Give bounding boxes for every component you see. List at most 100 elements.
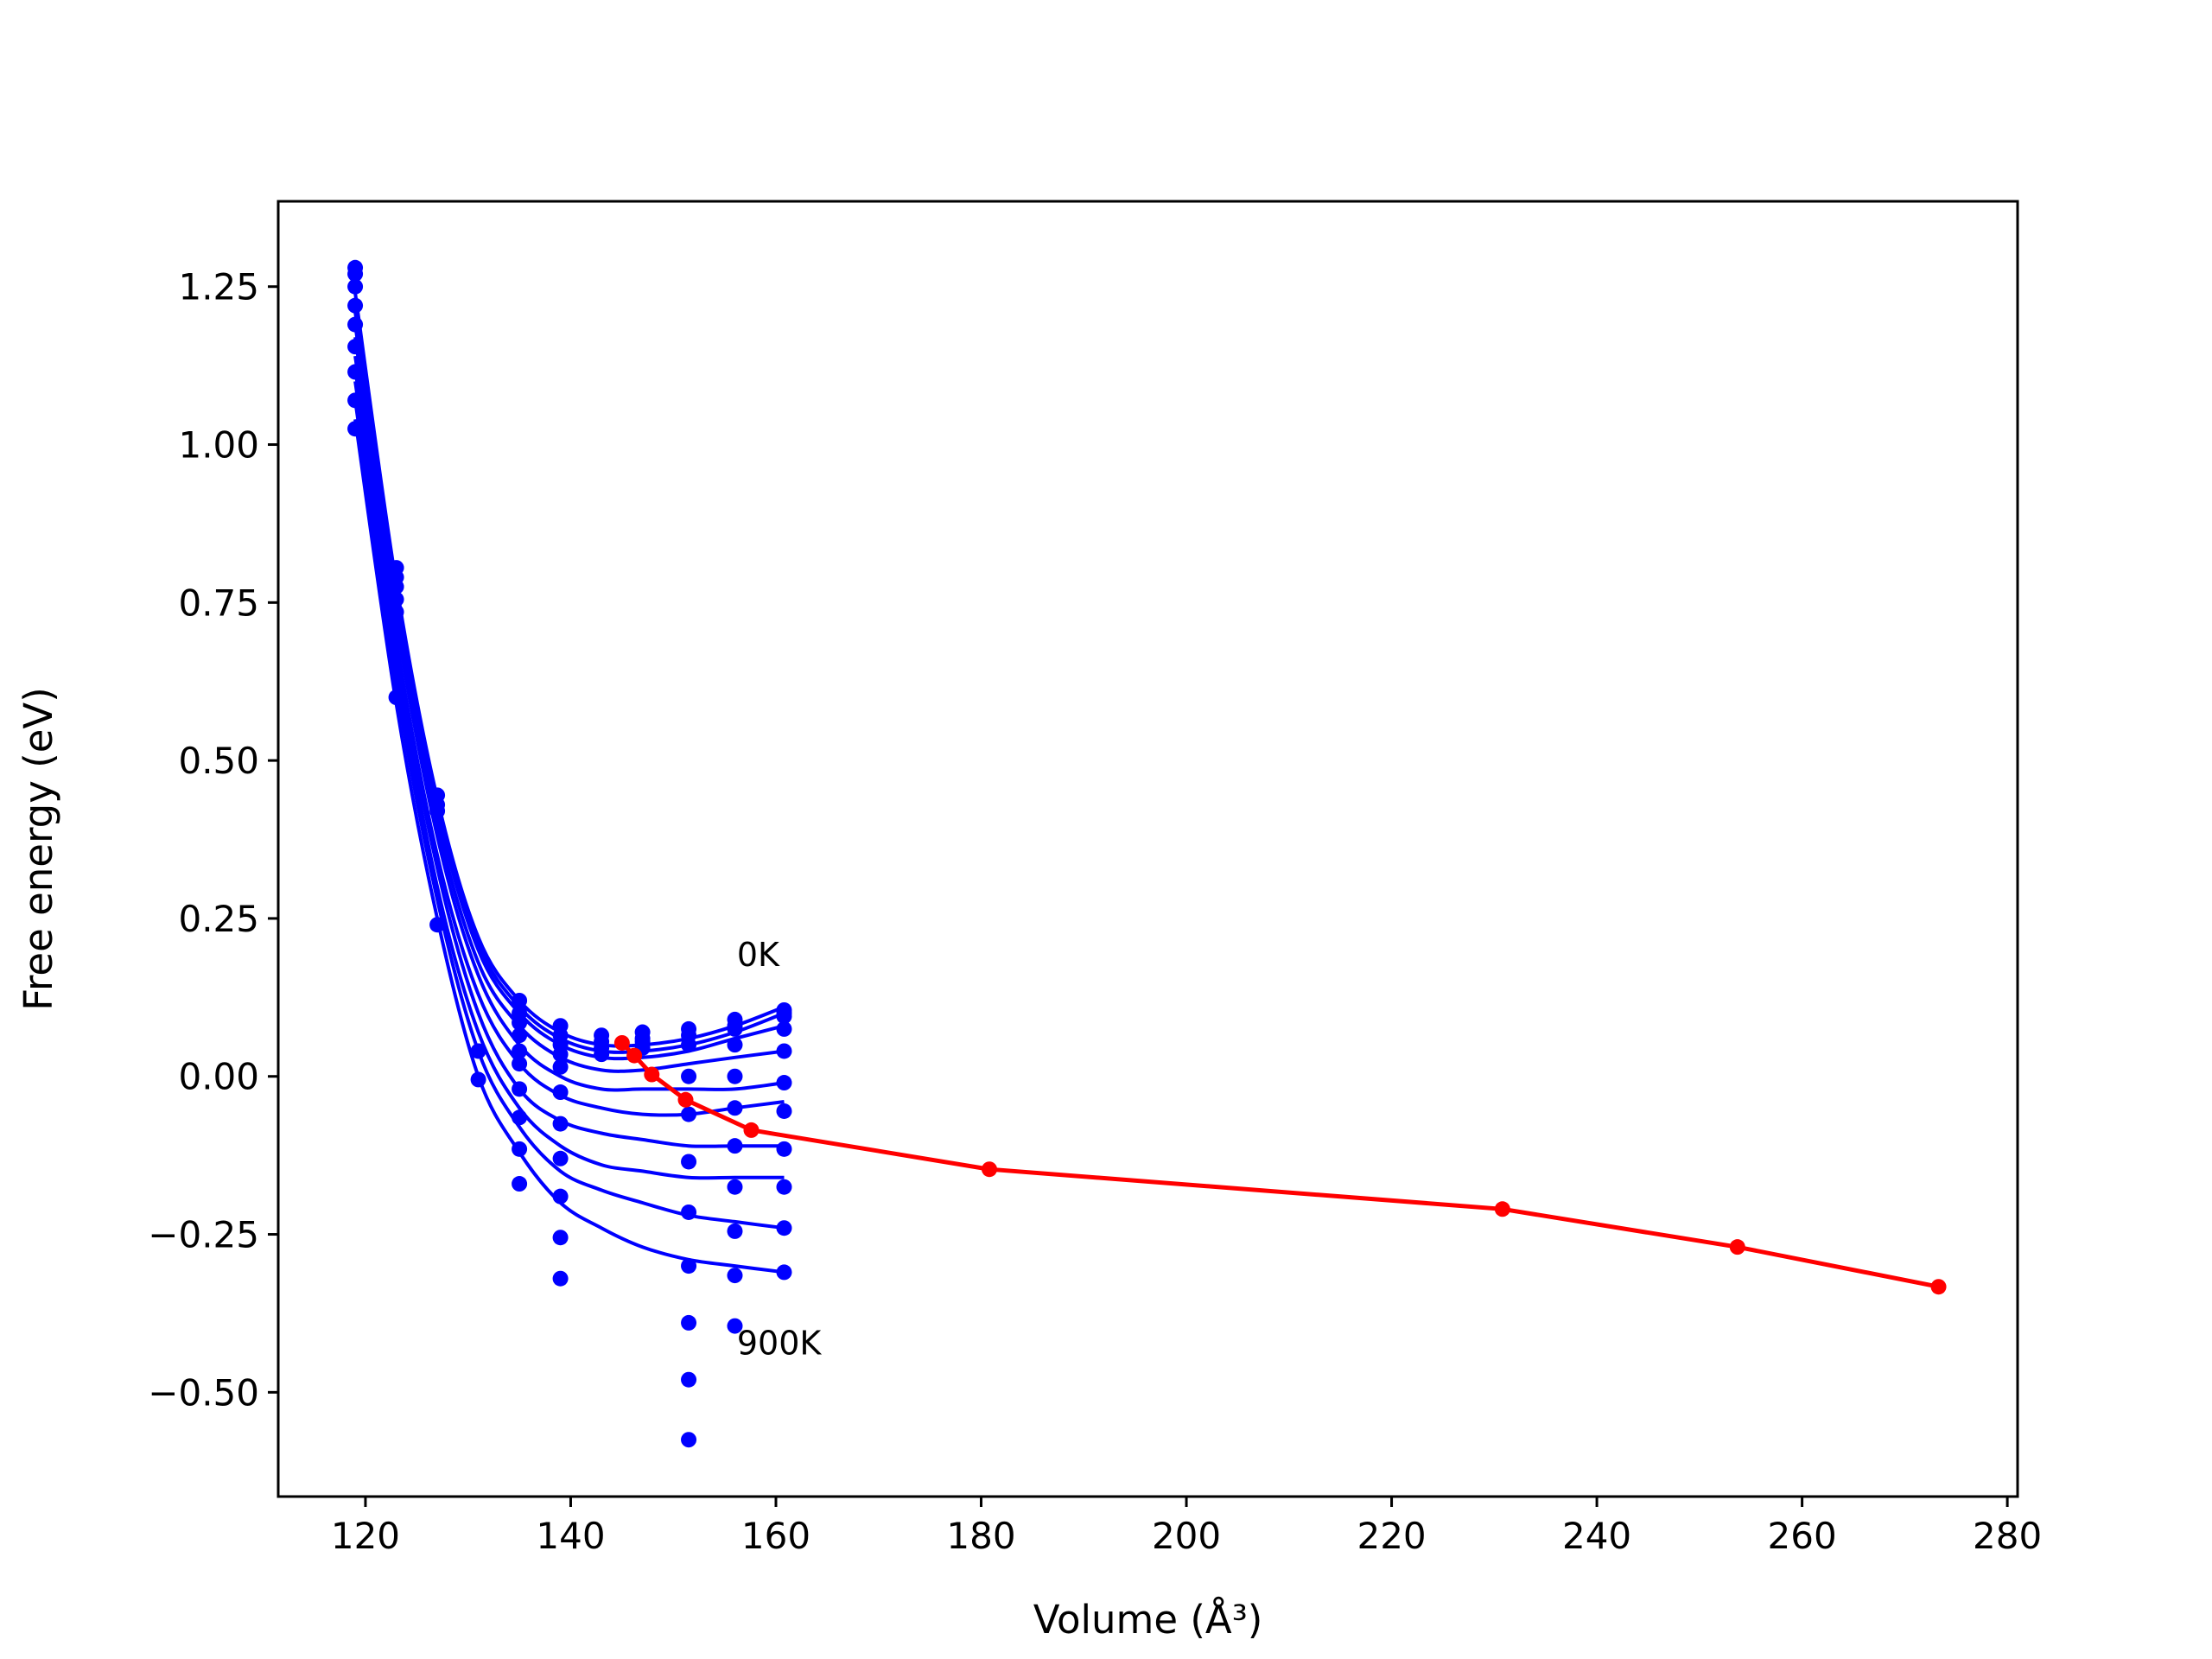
x-tick-label-120: 120 [331, 1515, 400, 1557]
data-point-2-2 [429, 803, 446, 819]
data-point-8-2 [681, 1037, 697, 1053]
data-point-10-2 [776, 1008, 792, 1025]
y-tick-label-5: 0.00 [178, 1056, 259, 1098]
data-point-0-6 [347, 364, 364, 380]
x-tick-label-260: 260 [1768, 1515, 1837, 1557]
y-tick-label-6: −0.25 [148, 1214, 259, 1256]
data-point-9-2 [727, 1020, 743, 1037]
data-point-0-8 [347, 421, 364, 437]
data-point-9-7 [727, 1179, 743, 1195]
x-tick-label-180: 180 [946, 1515, 1015, 1557]
data-point-10-6 [776, 1103, 792, 1119]
data-point-0-2 [347, 278, 364, 295]
path-point-2 [644, 1066, 660, 1083]
data-point-10-10 [776, 1264, 792, 1281]
data-point-0-1 [347, 266, 364, 283]
data-point-3-1 [470, 1071, 486, 1088]
path-point-7 [1729, 1239, 1745, 1255]
data-point-8-10 [681, 1432, 697, 1448]
y-tick-label-4: 0.25 [178, 898, 259, 940]
path-point-4 [743, 1122, 760, 1138]
data-point-0-5 [347, 339, 364, 355]
path-point-8 [1930, 1279, 1947, 1295]
data-point-10-4 [776, 1043, 792, 1059]
data-point-4-6 [512, 1081, 528, 1097]
data-point-6-3 [594, 1046, 610, 1063]
data-point-10-5 [776, 1075, 792, 1091]
data-point-5-10 [552, 1270, 569, 1287]
data-point-10-9 [776, 1220, 792, 1236]
data-point-9-5 [727, 1100, 743, 1116]
data-point-5-3 [552, 1046, 569, 1063]
data-point-5-8 [552, 1188, 569, 1205]
fit-curve-800K [353, 400, 785, 1230]
data-point-10-7 [776, 1141, 792, 1157]
data-point-1-2 [388, 579, 404, 595]
x-tick-label-200: 200 [1152, 1515, 1221, 1557]
path-point-6 [1494, 1201, 1510, 1217]
axes-frame [276, 200, 2019, 1498]
data-point-4-2 [512, 1014, 528, 1031]
data-point-4-9 [512, 1176, 528, 1192]
fit-curve-400K [353, 336, 785, 1092]
data-point-8-4 [681, 1106, 697, 1122]
data-point-8-5 [681, 1154, 697, 1170]
data-point-5-6 [552, 1116, 569, 1132]
y-tick-label-1: 1.00 [178, 424, 259, 467]
fit-curve-600K [353, 368, 785, 1148]
path-point-5 [982, 1161, 998, 1178]
data-point-0-3 [347, 297, 364, 314]
fit-curve-700K [353, 381, 785, 1180]
y-tick-label-3: 0.50 [178, 740, 259, 782]
data-point-1-3 [388, 591, 404, 607]
x-tick-label-220: 220 [1357, 1515, 1426, 1557]
y-axis: 1.25 1.00 0.75 0.50 0.25 0.00 −0.25 −0.50 [148, 266, 278, 1414]
path-point-1 [626, 1047, 643, 1064]
data-point-4-8 [512, 1141, 528, 1157]
data-point-5-4 [552, 1058, 569, 1075]
y-axis-label: Free energy (eV) [16, 687, 61, 1010]
data-point-9-6 [727, 1138, 743, 1154]
x-tick-label-240: 240 [1562, 1515, 1631, 1557]
data-point-10-8 [776, 1179, 792, 1195]
path-point-3 [677, 1091, 694, 1108]
data-point-8-6 [681, 1204, 697, 1220]
x-tick-label-280: 280 [1973, 1515, 2042, 1557]
x-axis: 120 140 160 180 200 220 240 260 280 [331, 1497, 2042, 1557]
plot-area [347, 259, 1947, 1448]
x-tick-label-140: 140 [536, 1515, 605, 1557]
data-point-5-7 [552, 1150, 569, 1166]
fit-curve-0K [353, 292, 785, 1048]
x-tick-label-160: 160 [741, 1515, 810, 1557]
y-tick-label-7: −0.50 [148, 1371, 259, 1414]
data-point-1-4 [388, 604, 404, 620]
data-point-9-9 [727, 1268, 743, 1284]
fit-curve-900K [353, 419, 785, 1274]
data-point-4-5 [512, 1056, 528, 1072]
data-point-0-7 [347, 392, 364, 409]
data-point-10-3 [776, 1020, 792, 1037]
data-point-8-8 [681, 1314, 697, 1331]
data-point-9-3 [727, 1037, 743, 1053]
y-tick-label-0: 1.25 [178, 266, 259, 308]
fit-curve-100K [353, 299, 785, 1054]
y-tick-label-2: 0.75 [178, 582, 259, 624]
data-point-5-5 [552, 1084, 569, 1101]
data-point-1-5 [388, 690, 404, 706]
data-point-8-3 [681, 1068, 697, 1084]
data-point-2-3 [429, 917, 446, 933]
data-point-8-7 [681, 1258, 697, 1274]
data-point-4-4 [512, 1043, 528, 1059]
data-point-9-10 [727, 1318, 743, 1334]
data-point-8-9 [681, 1371, 697, 1388]
annotation-0k: 0K [737, 936, 780, 974]
data-point-4-3 [512, 1027, 528, 1044]
x-axis-label: Volume (Å³) [1033, 1597, 1263, 1643]
data-point-0-4 [347, 316, 364, 333]
annotation-900k: 900K [737, 1324, 823, 1362]
data-point-9-8 [727, 1223, 743, 1239]
data-point-9-4 [727, 1068, 743, 1084]
data-point-3-0 [470, 1043, 486, 1059]
fit-curve-200K [353, 311, 785, 1061]
